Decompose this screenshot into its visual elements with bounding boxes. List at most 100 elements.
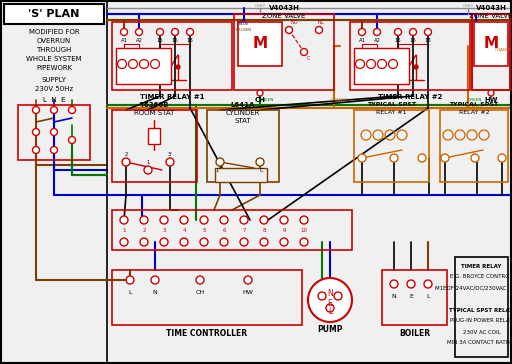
Text: OVERRUN: OVERRUN [37,38,71,44]
Text: M: M [483,36,499,51]
Text: PLUG-IN POWER RELAY: PLUG-IN POWER RELAY [450,318,512,324]
Circle shape [260,216,268,224]
Text: THROUGH: THROUGH [36,47,72,53]
Text: HW: HW [243,289,253,294]
Circle shape [176,65,180,69]
Circle shape [69,107,75,114]
Circle shape [120,216,128,224]
Text: NO: NO [290,20,298,24]
Bar [350,22,470,90]
Bar [112,110,197,182]
Circle shape [308,278,352,322]
Text: PIPEWORK: PIPEWORK [36,65,72,71]
Circle shape [414,65,418,69]
Circle shape [390,154,398,162]
Text: TIMER RELAY #2: TIMER RELAY #2 [378,94,442,100]
Circle shape [200,238,208,246]
Circle shape [240,238,248,246]
Text: E.G. BROYCE CONTROL: E.G. BROYCE CONTROL [450,274,512,280]
Circle shape [200,216,208,224]
Text: ORANGE: ORANGE [495,48,512,52]
Bar [207,110,279,182]
Bar [4,4,104,24]
Text: E: E [328,300,332,309]
Circle shape [196,276,204,284]
Bar [112,210,352,250]
Bar [238,22,282,66]
Text: 230V AC COIL: 230V AC COIL [463,329,500,335]
Text: 18: 18 [187,39,194,44]
Circle shape [315,27,323,33]
Text: 6: 6 [222,229,226,233]
Circle shape [144,166,152,174]
Circle shape [358,154,366,162]
Text: 3: 3 [162,229,166,233]
Text: M: M [252,36,268,51]
Text: CH: CH [254,97,265,103]
Text: 5: 5 [202,229,206,233]
Text: RELAY #1: RELAY #1 [376,111,407,115]
Text: C: C [306,55,310,60]
Circle shape [260,238,268,246]
Circle shape [136,28,142,36]
Text: 'S' PLAN: 'S' PLAN [28,9,80,19]
Text: ROOM STAT: ROOM STAT [134,110,175,116]
Text: A2: A2 [136,39,142,44]
Text: 15: 15 [157,39,163,44]
Circle shape [407,280,415,288]
Circle shape [32,107,39,114]
Bar [354,110,429,182]
Bar [116,48,171,84]
Circle shape [390,280,398,288]
Text: L  N  E: L N E [42,97,65,103]
Text: GREEN: GREEN [468,98,482,102]
Text: 7: 7 [242,229,246,233]
Circle shape [257,90,263,96]
Text: 16: 16 [172,39,178,44]
Circle shape [300,216,308,224]
Bar [472,14,510,90]
Text: TYPICAL SPST RELAY: TYPICAL SPST RELAY [450,308,512,313]
Text: M1EDF 24VAC/DC/230VAC  5-10MI: M1EDF 24VAC/DC/230VAC 5-10MI [435,285,512,290]
Circle shape [326,304,334,312]
Text: ORANGE: ORANGE [331,98,349,102]
Text: GREY: GREY [254,4,266,8]
Bar [472,14,510,90]
Text: 8: 8 [262,229,266,233]
Text: 2: 2 [142,229,146,233]
Bar [440,110,508,182]
Circle shape [418,154,426,162]
Circle shape [51,146,57,154]
Text: CH: CH [196,289,205,294]
Text: TYPICAL SPST: TYPICAL SPST [450,103,499,107]
Text: T6360B: T6360B [140,102,169,108]
Text: C: C [260,167,264,173]
Circle shape [424,28,432,36]
Circle shape [334,292,342,300]
Text: A1: A1 [358,39,366,44]
Circle shape [220,216,228,224]
Text: RELAY #2: RELAY #2 [459,111,489,115]
Circle shape [32,146,39,154]
Circle shape [410,28,416,36]
Text: 1': 1' [216,167,221,173]
Bar [474,22,508,66]
Text: V4043H: V4043H [269,5,300,11]
Text: MIN 3A CONTACT RATING: MIN 3A CONTACT RATING [447,340,512,345]
Text: L641A: L641A [231,102,255,108]
Circle shape [69,136,75,143]
Bar [112,270,302,325]
Text: TIMER RELAY #1: TIMER RELAY #1 [140,94,204,100]
Circle shape [216,158,224,166]
Circle shape [151,276,159,284]
Text: MODIFIED FOR: MODIFIED FOR [29,29,79,35]
Text: STAT: STAT [234,118,251,124]
Text: GREY: GREY [462,4,474,8]
Text: 3': 3' [167,153,173,158]
Circle shape [286,27,292,33]
Circle shape [301,48,308,55]
Text: ZONE VALVE: ZONE VALVE [262,13,306,19]
Circle shape [180,238,188,246]
Text: 15: 15 [395,39,401,44]
Circle shape [166,158,174,166]
